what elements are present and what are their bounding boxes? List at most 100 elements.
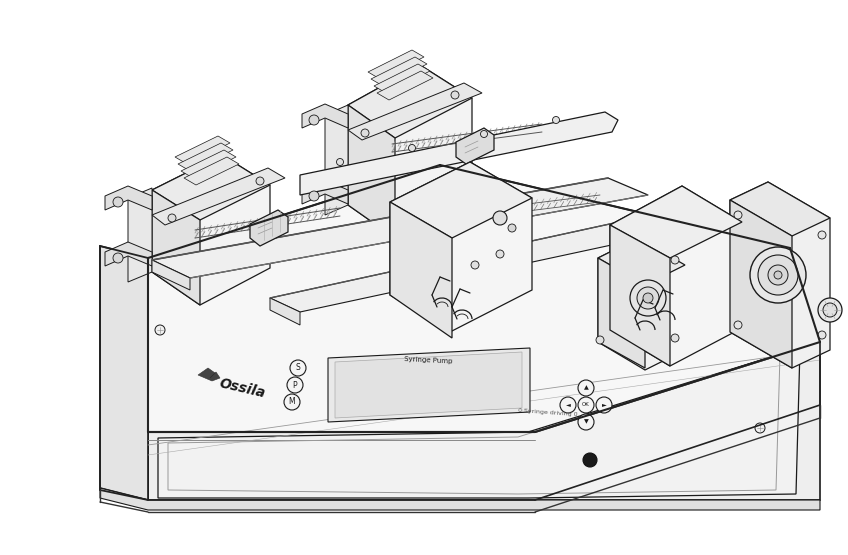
- Text: 0 Syringe driving 0: 0 Syringe driving 0: [518, 408, 577, 417]
- Circle shape: [284, 394, 300, 410]
- Polygon shape: [374, 64, 430, 93]
- Polygon shape: [302, 180, 348, 204]
- Polygon shape: [152, 155, 270, 305]
- Polygon shape: [152, 155, 270, 220]
- Polygon shape: [270, 298, 300, 325]
- Circle shape: [823, 303, 837, 317]
- Polygon shape: [348, 105, 395, 238]
- Circle shape: [777, 325, 787, 335]
- Circle shape: [508, 224, 516, 232]
- Circle shape: [758, 255, 798, 295]
- Polygon shape: [348, 65, 472, 138]
- Polygon shape: [348, 83, 482, 140]
- Circle shape: [168, 214, 176, 222]
- Text: S: S: [296, 364, 300, 372]
- Circle shape: [637, 287, 659, 309]
- Polygon shape: [152, 190, 200, 305]
- Polygon shape: [270, 220, 658, 312]
- Polygon shape: [390, 162, 532, 238]
- Circle shape: [671, 256, 679, 264]
- Text: P: P: [293, 381, 298, 390]
- Polygon shape: [598, 258, 645, 368]
- Polygon shape: [328, 348, 530, 422]
- Polygon shape: [178, 143, 233, 171]
- Polygon shape: [181, 150, 236, 178]
- Polygon shape: [100, 488, 820, 510]
- Circle shape: [496, 250, 504, 258]
- Text: M: M: [288, 397, 295, 406]
- Circle shape: [560, 397, 576, 413]
- Circle shape: [471, 261, 479, 269]
- Circle shape: [309, 191, 319, 201]
- Circle shape: [451, 91, 459, 99]
- Circle shape: [643, 293, 653, 303]
- Polygon shape: [390, 202, 452, 338]
- Polygon shape: [348, 65, 472, 238]
- Circle shape: [774, 271, 782, 279]
- Polygon shape: [105, 186, 152, 210]
- Circle shape: [818, 231, 826, 239]
- Polygon shape: [152, 178, 648, 278]
- Circle shape: [768, 265, 788, 285]
- Circle shape: [750, 247, 806, 303]
- Polygon shape: [610, 186, 742, 258]
- Circle shape: [155, 325, 165, 335]
- Polygon shape: [148, 165, 820, 432]
- Polygon shape: [148, 342, 820, 500]
- Circle shape: [578, 414, 594, 430]
- Circle shape: [578, 397, 594, 413]
- Polygon shape: [100, 246, 148, 500]
- Circle shape: [287, 377, 303, 393]
- Circle shape: [481, 130, 488, 138]
- Polygon shape: [175, 136, 230, 164]
- Polygon shape: [184, 157, 239, 185]
- Polygon shape: [390, 162, 532, 332]
- Circle shape: [361, 129, 369, 137]
- Polygon shape: [335, 352, 522, 418]
- Text: ►: ►: [601, 402, 606, 407]
- Polygon shape: [371, 57, 427, 86]
- Circle shape: [630, 280, 666, 316]
- Polygon shape: [730, 182, 830, 368]
- Polygon shape: [598, 238, 685, 285]
- Polygon shape: [610, 186, 742, 366]
- Polygon shape: [368, 50, 424, 79]
- Polygon shape: [730, 200, 792, 368]
- Circle shape: [578, 380, 594, 396]
- Polygon shape: [128, 188, 152, 282]
- Polygon shape: [377, 71, 433, 100]
- Text: Syringe Pump: Syringe Pump: [404, 356, 452, 364]
- Polygon shape: [325, 105, 348, 215]
- Polygon shape: [302, 104, 348, 128]
- Polygon shape: [198, 368, 220, 381]
- Polygon shape: [152, 168, 285, 225]
- Text: ◄: ◄: [566, 402, 571, 407]
- Polygon shape: [250, 210, 288, 246]
- Circle shape: [583, 453, 597, 467]
- Text: ▼: ▼: [583, 420, 589, 425]
- Text: OK: OK: [582, 402, 590, 407]
- Polygon shape: [598, 238, 685, 370]
- Polygon shape: [610, 225, 670, 366]
- Circle shape: [425, 250, 435, 260]
- Circle shape: [409, 144, 416, 152]
- Circle shape: [553, 117, 560, 124]
- Circle shape: [113, 253, 123, 263]
- Circle shape: [596, 397, 612, 413]
- Circle shape: [290, 360, 306, 376]
- Circle shape: [818, 331, 826, 339]
- Circle shape: [734, 211, 742, 219]
- Polygon shape: [300, 112, 618, 195]
- Circle shape: [256, 177, 264, 185]
- Circle shape: [818, 298, 842, 322]
- Text: ▲: ▲: [583, 386, 589, 391]
- Circle shape: [734, 321, 742, 329]
- Circle shape: [113, 197, 123, 207]
- Circle shape: [493, 211, 507, 225]
- Polygon shape: [730, 182, 830, 236]
- Polygon shape: [105, 242, 152, 266]
- Circle shape: [309, 115, 319, 125]
- Polygon shape: [456, 128, 494, 164]
- Circle shape: [596, 336, 604, 344]
- Polygon shape: [152, 260, 190, 290]
